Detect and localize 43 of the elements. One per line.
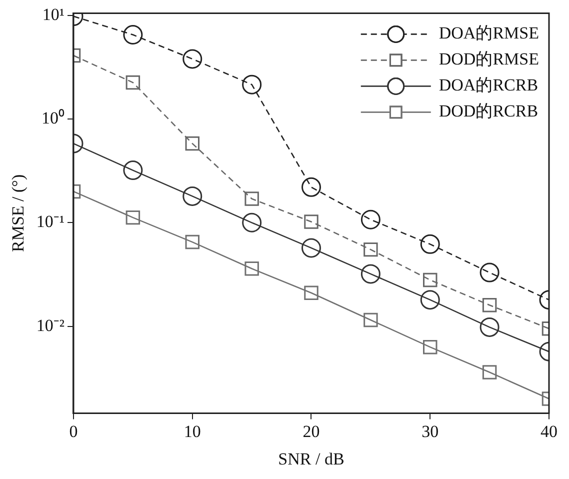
point: [480, 262, 500, 282]
point: [423, 272, 438, 288]
x-tick-label: 10: [184, 422, 201, 441]
point: [123, 160, 143, 180]
y-axis-title: RMSE / (°): [8, 174, 28, 252]
point: [185, 234, 200, 250]
point: [482, 298, 497, 312]
legend-label: DOD的RMSE: [438, 50, 539, 69]
point: [304, 214, 318, 229]
x-tick-label: 20: [302, 422, 320, 441]
legend-label: DOA的RMSE: [438, 24, 539, 43]
point: [244, 262, 259, 276]
point: [304, 286, 318, 300]
legend-label: DOA的RCRB: [438, 76, 538, 95]
point: [126, 75, 140, 90]
y-tick-label: 10¹: [42, 4, 64, 24]
point: [242, 212, 262, 232]
point: [126, 210, 140, 225]
point: [360, 210, 380, 230]
point: [420, 234, 440, 254]
point: [420, 290, 440, 310]
y-tick-label: 10⁻²: [36, 316, 64, 335]
x-tick-label: 40: [540, 422, 558, 441]
y-tick-label: 10⁻¹: [36, 212, 64, 232]
point: [123, 25, 143, 45]
point: [182, 49, 202, 69]
point: [364, 312, 378, 328]
x-tick-label: 30: [422, 422, 439, 441]
point: [182, 186, 202, 206]
point: [302, 177, 321, 197]
x-axis-title: SNR / dB: [278, 449, 344, 468]
point: [242, 74, 262, 94]
point: [360, 264, 380, 284]
point: [244, 192, 259, 206]
x-tick-label: 0: [69, 422, 78, 441]
point: [364, 242, 378, 257]
point: [482, 365, 497, 380]
point: [423, 340, 438, 354]
point: [302, 238, 321, 258]
point: [480, 317, 500, 337]
legend-label: DOD的RCRB: [438, 102, 538, 121]
y-tick-label: 10⁰: [41, 108, 64, 128]
point: [185, 136, 200, 151]
